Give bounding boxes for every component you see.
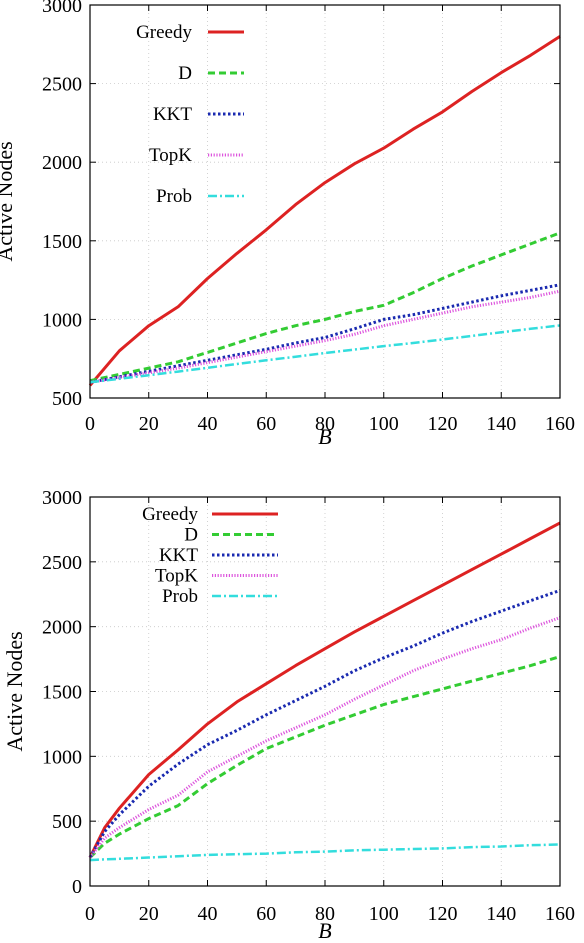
x-tick-label: 100 [369,903,399,925]
x-tick-label: 160 [545,413,575,435]
x-tick-label: 0 [85,413,95,435]
series-line-kkt [89,283,561,384]
series-line-topk [88,616,561,859]
plot-frame [89,4,561,399]
x-tick-label: 20 [139,413,159,435]
x-tick-label: 120 [428,903,458,925]
x-tick-label: 80 [315,903,335,925]
legend-label-greedy: Greedy [136,22,192,43]
y-axis-label: Active Nodes [0,141,17,261]
legend-label-prob: Prob [162,586,198,607]
y-tick-label: 2000 [42,617,82,639]
x-tick-label: 140 [486,413,516,435]
series-line-greedy [88,35,561,387]
x-tick-label: 160 [545,903,575,925]
y-tick-label: 500 [52,811,82,833]
x-tick-label: 40 [198,413,218,435]
x-tick-label: 40 [198,903,218,925]
x-axis-label: B [318,918,331,943]
legend-label-d: D [184,525,198,546]
series-line-prob [89,324,561,384]
y-tick-label: 1000 [42,309,82,331]
x-tick-label: 60 [256,903,276,925]
x-tick-label: 0 [85,903,95,925]
legend-label-greedy: Greedy [142,504,198,525]
series-line-kkt [88,588,561,859]
y-axis-label: Active Nodes [2,631,27,751]
y-tick-label: 2500 [42,552,82,574]
legend-label-prob: Prob [156,186,192,207]
series-line-greedy [88,521,561,859]
series-line-prob [89,843,561,862]
y-tick-label: 3000 [42,487,82,509]
y-tick-label: 1500 [42,682,82,704]
x-tick-label: 20 [139,903,159,925]
y-tick-label: 500 [52,388,82,410]
legend-label-topk: TopK [155,566,198,587]
top-chart: 0 20 40 60 80 100 120 140 160 500 1000 1500 2000 2500… [0,0,575,449]
bottom-chart: 0 20 40 60 80 100 120 140 160 0 500 1000 1500 2000 250… [2,487,575,943]
y-tick-label: 1500 [42,231,82,253]
y-tick-label: 2500 [42,74,82,96]
x-tick-label: 60 [256,413,276,435]
x-tick-label: 80 [315,413,335,435]
plot-frame [89,496,561,887]
y-tick-label: 1000 [42,746,82,768]
series-line-d [88,655,561,859]
x-tick-label: 100 [369,413,399,435]
legend-label-kkt: KKT [159,545,198,566]
y-tick-label: 2000 [42,152,82,174]
legend-label-kkt: KKT [153,104,192,125]
series-line-d [89,231,561,383]
x-tick-label: 140 [486,903,516,925]
x-tick-label: 120 [428,413,458,435]
x-axis-label: B [318,424,331,449]
legend-label-topk: TopK [149,145,192,166]
y-tick-label: 0 [72,876,82,898]
series-line-topk [89,289,561,384]
legend-label-d: D [178,63,192,84]
y-tick-label: 3000 [42,0,82,17]
